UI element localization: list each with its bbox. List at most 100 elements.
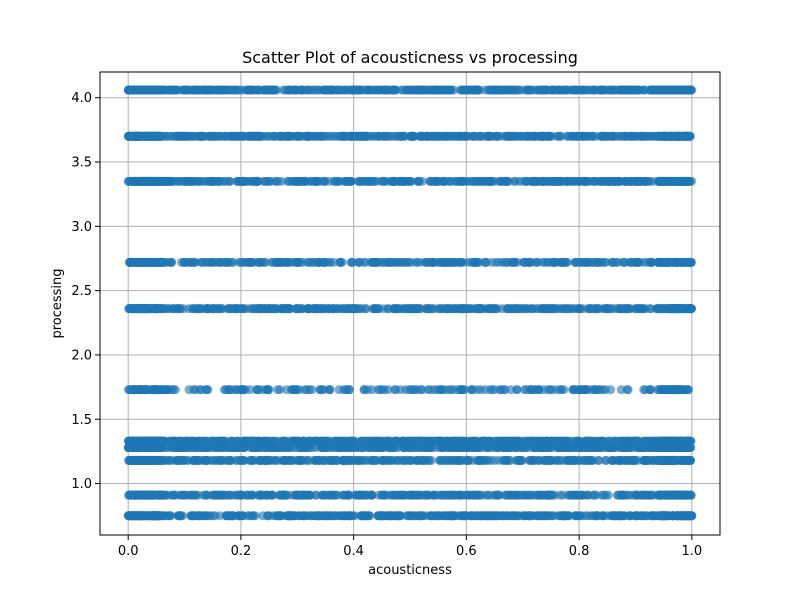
data-point	[190, 455, 200, 465]
data-point	[520, 436, 530, 446]
data-point	[672, 257, 682, 267]
data-point	[326, 490, 336, 500]
data-point	[502, 176, 512, 186]
data-point	[497, 436, 507, 446]
data-point	[448, 385, 458, 395]
data-point	[655, 490, 665, 500]
data-point	[596, 257, 606, 267]
data-point	[207, 176, 217, 186]
data-point	[490, 455, 500, 465]
data-point	[600, 304, 610, 314]
data-point	[669, 176, 679, 186]
data-point	[138, 511, 148, 521]
data-point	[337, 304, 347, 314]
data-point	[234, 176, 244, 186]
data-point	[228, 511, 238, 521]
data-point	[391, 436, 401, 446]
data-point	[270, 176, 280, 186]
data-point	[203, 257, 213, 267]
data-point	[304, 436, 314, 446]
data-point	[585, 304, 595, 314]
data-point	[438, 455, 448, 465]
data-point	[299, 490, 309, 500]
data-point	[657, 304, 667, 314]
data-point	[394, 257, 404, 267]
data-point	[583, 455, 593, 465]
data-point	[611, 257, 621, 267]
data-point	[466, 304, 476, 314]
data-point	[173, 455, 183, 465]
data-point	[140, 455, 150, 465]
data-point	[404, 385, 414, 395]
data-point	[310, 176, 320, 186]
data-point	[517, 304, 527, 314]
data-point	[539, 385, 549, 395]
data-point	[339, 511, 349, 521]
data-point	[546, 304, 556, 314]
data-point	[334, 436, 344, 446]
data-point	[524, 257, 534, 267]
data-point	[681, 304, 691, 314]
data-point	[158, 385, 168, 395]
data-point	[543, 490, 553, 500]
data-point	[327, 511, 337, 521]
data-point	[526, 385, 536, 395]
data-point	[594, 436, 604, 446]
data-point	[615, 455, 625, 465]
data-point	[320, 257, 330, 267]
data-point	[258, 511, 268, 521]
data-point	[397, 490, 407, 500]
data-point	[253, 490, 263, 500]
data-point	[558, 455, 568, 465]
data-point	[466, 257, 476, 267]
data-point	[466, 385, 476, 395]
data-point	[663, 455, 673, 465]
data-point	[435, 436, 445, 446]
data-point	[414, 455, 424, 465]
data-point	[447, 176, 457, 186]
data-point	[552, 176, 562, 186]
data-point	[571, 304, 581, 314]
data-point	[236, 304, 246, 314]
data-point	[333, 490, 343, 500]
data-point	[391, 385, 401, 395]
data-point	[155, 490, 165, 500]
data-point	[129, 385, 139, 395]
data-point	[344, 490, 354, 500]
data-point	[196, 257, 206, 267]
data-point	[429, 490, 439, 500]
data-point	[289, 511, 299, 521]
data-point	[467, 511, 477, 521]
data-point	[203, 385, 213, 395]
data-point	[367, 385, 377, 395]
data-point	[468, 455, 478, 465]
data-point	[394, 511, 404, 521]
data-point	[301, 176, 311, 186]
data-point	[676, 490, 686, 500]
data-point	[138, 385, 148, 395]
data-point	[127, 511, 137, 521]
data-point	[508, 436, 518, 446]
data-point	[412, 257, 422, 267]
data-point	[235, 490, 245, 500]
data-point	[403, 257, 413, 267]
data-point	[503, 257, 513, 267]
data-point	[136, 176, 146, 186]
data-point	[512, 511, 522, 521]
data-point	[646, 257, 656, 267]
data-point	[450, 436, 460, 446]
data-point	[519, 385, 529, 395]
data-point	[671, 304, 681, 314]
data-point	[190, 436, 200, 446]
data-point	[685, 436, 695, 446]
data-point	[288, 385, 298, 395]
data-point	[226, 455, 236, 465]
data-point	[640, 385, 650, 395]
data-point	[157, 176, 167, 186]
data-point	[155, 511, 165, 521]
data-point	[633, 257, 643, 267]
data-point	[245, 304, 255, 314]
data-point	[135, 257, 145, 267]
data-point	[356, 436, 366, 446]
data-point	[367, 257, 377, 267]
